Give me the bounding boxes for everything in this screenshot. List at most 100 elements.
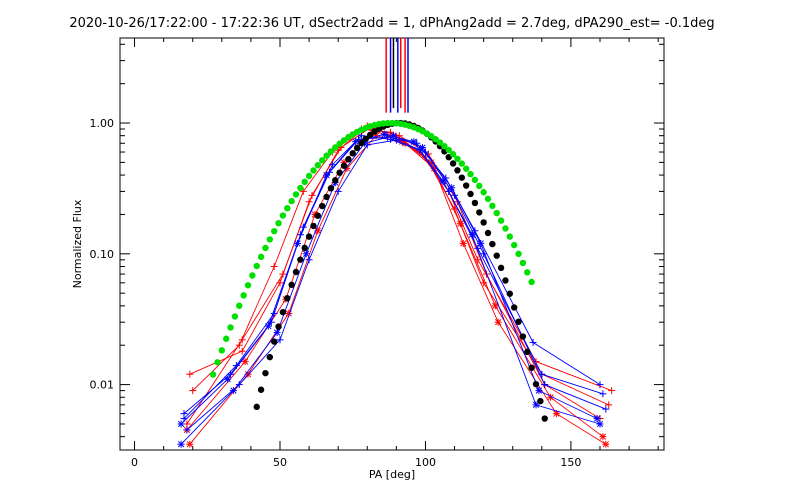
data-point [177,440,185,448]
fit-point [484,229,492,237]
fit-point [519,259,527,267]
fit-point [332,144,339,151]
fit-point [292,268,300,276]
fit-point [240,292,247,299]
data-point [593,415,601,423]
fit-point [218,347,226,354]
fit-point [214,359,221,366]
fit-point [284,204,291,212]
data-point [596,420,604,428]
fit-point [297,256,304,263]
x-tick-label: 100 [415,456,436,469]
data-point [224,375,232,383]
y-tick-label: 1.00 [90,117,115,130]
data-point [596,381,604,389]
fit-point [467,190,474,198]
series-line [180,133,601,425]
fit-point [336,140,343,147]
fit-point [458,160,466,167]
data-point [352,138,360,146]
fit-point [327,185,335,192]
fit-point [314,212,322,219]
fit-point [497,264,505,272]
fit-point [480,189,487,196]
data-point [474,256,482,264]
x-tick-label: 0 [131,456,138,469]
fit-point [253,262,260,270]
fit-point [222,335,230,342]
data-point [235,341,243,349]
fit-point [497,217,505,224]
fit-point [349,150,356,157]
data-point [186,370,194,378]
fit-point [249,272,256,279]
data-point [323,171,331,179]
data-point [238,347,246,355]
data-point [302,250,310,258]
fit-point [510,304,518,311]
data-point [238,336,246,344]
fit-point [436,139,444,146]
data-point [392,136,400,144]
fit-point [502,277,509,284]
fit-point [292,191,300,198]
data-point [305,256,313,264]
fit-point [231,313,239,320]
fit-point [471,176,479,184]
data-point [456,220,464,228]
plot-area [177,38,616,448]
y-axis-label: Normalized Flux [71,199,84,288]
fit-point [358,139,365,147]
fit-point [454,155,461,162]
fit-point [244,282,252,289]
fit-point [227,324,234,331]
data-point [241,358,249,366]
fit-point [489,202,496,210]
series-line [180,135,598,445]
fit-point [305,172,313,180]
x-axis-label: PA [deg] [369,468,415,481]
fit-point [515,250,522,258]
fit-point [445,146,452,154]
fit-point [310,167,317,174]
fit-point [462,182,470,189]
fit-point [318,157,326,164]
fit-point [510,241,518,249]
fit-point [515,318,522,325]
data-point [270,309,278,317]
fit-point [262,244,269,252]
data-point [235,381,243,389]
fit-point [257,253,265,261]
series-line [186,139,606,431]
data-point [480,250,488,258]
fit-point [310,222,317,230]
fit-point [288,197,295,205]
series-line [192,128,612,392]
fit-point [340,162,348,169]
fit-point [323,152,330,159]
fit-point [462,165,470,172]
data-point [264,322,272,330]
data-point [451,191,459,199]
data-point [183,426,191,434]
series-line [186,127,601,425]
fit-point [288,281,295,289]
fit-point [275,219,282,227]
data-point [267,318,275,326]
fit-point [305,233,313,240]
fit-point [314,162,322,169]
fit-point [318,202,326,210]
fit-point [489,240,496,248]
fit-point [366,131,374,139]
fit-point [458,174,466,181]
y-tick-label: 0.10 [90,248,115,261]
fit-point [502,225,509,232]
fit-point [528,278,535,286]
data-point [229,387,237,395]
fit-point [532,380,540,388]
data-point [605,401,613,409]
data-point [599,390,607,398]
fit-point [441,142,448,150]
series-line [189,125,609,406]
